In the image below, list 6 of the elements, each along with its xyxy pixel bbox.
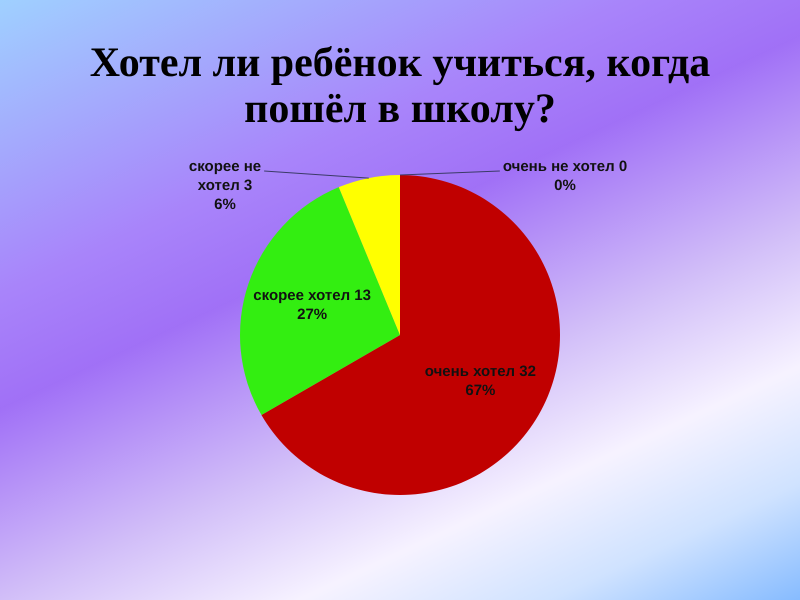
category-label: очень не хотел 0 <box>502 158 628 176</box>
chart-title: Хотел ли ребёнок учиться, когда пошёл в школу? <box>88 40 712 132</box>
slice-label: очень хотел 32 67% <box>424 363 536 400</box>
slice-label: скорее не хотел 3 6% <box>188 158 262 214</box>
text: 0% <box>554 177 576 194</box>
slice-label: скорее хотел 13 27% <box>253 286 371 323</box>
